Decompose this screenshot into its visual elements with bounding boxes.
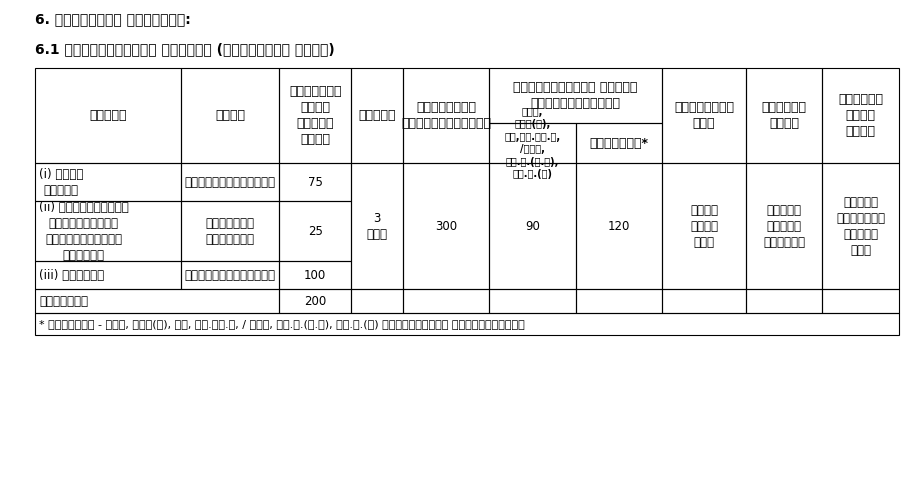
Bar — [662, 289, 746, 313]
Bar — [181, 163, 279, 201]
Text: (ii) திறனறிவும்
மனக்கணக்கு
நுண்ணறிவுத்
தேர்வு: (ii) திறனறிவும் மனக்கணக்கு நுண்ணறிவுத் த… — [39, 201, 129, 261]
Bar — [575, 123, 662, 163]
Text: 90: 90 — [525, 220, 539, 233]
Text: பட்டப்படிப்பு: பட்டப்படிப்பு — [185, 268, 276, 281]
Bar — [403, 68, 489, 163]
Bar — [403, 289, 489, 313]
Bar — [279, 163, 351, 201]
Bar — [35, 68, 181, 163]
Bar — [351, 289, 403, 313]
Text: 200: 200 — [304, 294, 326, 307]
Bar — [489, 123, 575, 163]
Bar — [746, 163, 823, 289]
Bar — [279, 289, 351, 313]
Bar — [279, 68, 351, 163]
Text: 6.1 முதல்நிலைத் தேர்வு (குற்றைத் தாள்): 6.1 முதல்நிலைத் தேர்வு (குற்றைத் தாள்) — [35, 42, 335, 56]
Bar — [403, 163, 489, 289]
Text: தேர்வு
முறை: தேர்வு முறை — [762, 101, 807, 130]
Bar — [823, 68, 899, 163]
Text: (i) பொது
அறிவு: (i) பொது அறிவு — [39, 167, 84, 197]
Text: தரம்: தரம் — [215, 109, 245, 122]
Text: 25: 25 — [308, 225, 323, 238]
Text: வினாத்
தாள்
மொழி: வினாத் தாள் மொழி — [838, 93, 883, 138]
Text: 120: 120 — [607, 220, 630, 233]
Text: அதிகபட்ச
மதிப்பெண்கள்: அதிகபட்ச மதிப்பெண்கள் — [401, 101, 491, 130]
Text: * ஏனையோர் - ஆதி, ஆதி(அ), பப, பி.பி.வ, / சீம, பி.வ.(இ.அ), பி.வ.(இ) பிரிவினைச் சார: * ஏனையோர் - ஆதி, ஆதி(அ), பப, பி.பி.வ, / … — [39, 319, 525, 329]
Text: கொள்
குறி
வகை: கொள் குறி வகை — [690, 204, 718, 249]
Text: கணினி
வழித்
தேர்வு: கணினி வழித் தேர்வு — [763, 204, 805, 249]
Text: பட்டப்படிப்பு: பட்டப்படிப்பு — [185, 175, 276, 189]
Text: குறைந்தபட்ச தகுதி
மதிப்பெண்கள்: குறைந்தபட்ச தகுதி மதிப்பெண்கள் — [514, 81, 638, 110]
Bar — [746, 68, 823, 163]
Text: தேர்வின்
வகை: தேர்வின் வகை — [674, 101, 734, 130]
Text: பாடம்: பாடம் — [89, 109, 127, 122]
Text: 3
மணி: 3 மணி — [367, 212, 388, 241]
Bar — [489, 289, 575, 313]
Bar — [35, 163, 181, 201]
Text: 6. தேர்வுத் திட்டம்:: 6. தேர்வுத் திட்டம்: — [35, 12, 191, 26]
Bar — [279, 261, 351, 289]
Bar — [35, 313, 899, 335]
Bar — [181, 261, 279, 289]
Bar — [279, 201, 351, 261]
Text: ஆதி,
ஆதி(அ),
பய,பி.பி.வ,
/சீம,
பி.வ.(இ.அ),
பி.வ.(இ): ஆதி, ஆதி(அ), பய,பி.பி.வ, /சீம, பி.வ.(இ.அ… — [505, 107, 561, 179]
Bar — [575, 289, 662, 313]
Text: 75: 75 — [308, 175, 323, 189]
Bar — [489, 68, 662, 123]
Text: ஏனையோர்*: ஏனையோர்* — [589, 136, 648, 149]
Bar — [351, 163, 403, 289]
Bar — [746, 289, 823, 313]
Bar — [823, 163, 899, 289]
Text: (iii) சட்டம்: (iii) சட்டம் — [39, 268, 104, 281]
Bar — [823, 289, 899, 313]
Text: தமிழ்
மற்றும்
ஆங்கி
லம்: தமிழ் மற்றும் ஆங்கி லம் — [836, 196, 885, 256]
Text: மொத்தம்: மொத்தம் — [39, 294, 88, 307]
Bar — [662, 163, 746, 289]
Bar — [181, 201, 279, 261]
Text: வினாக்க
ளின்
எண்ணி
க்கை: வினாக்க ளின் எண்ணி க்கை — [289, 85, 342, 146]
Bar — [351, 68, 403, 163]
Text: 300: 300 — [435, 220, 457, 233]
Text: 100: 100 — [304, 268, 326, 281]
Bar — [181, 68, 279, 163]
Bar — [489, 163, 575, 289]
Bar — [35, 261, 181, 289]
Bar — [35, 201, 181, 261]
Bar — [662, 68, 746, 163]
Text: நேரம்: நேரம் — [358, 109, 396, 122]
Bar — [575, 163, 662, 289]
Text: பத்தாம்
வகுப்பு: பத்தாம் வகுப்பு — [206, 217, 255, 246]
Bar — [35, 289, 279, 313]
